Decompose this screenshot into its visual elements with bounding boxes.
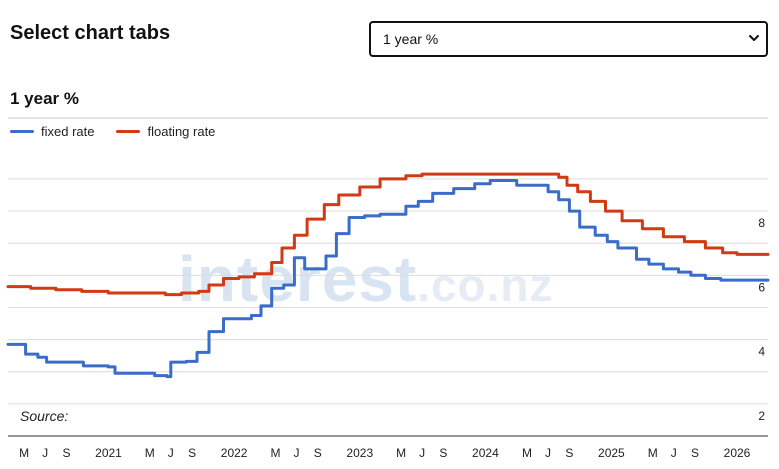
x-tick-label: M [145,446,155,460]
y-tick-label: 6 [758,280,765,294]
x-tick-label: S [439,446,447,460]
x-tick-label: J [545,446,551,460]
x-tick-label: M [648,446,658,460]
chevron-down-icon [749,35,759,41]
series-line-floating-rate [6,172,770,297]
x-tick-label: M [270,446,280,460]
x-tick-label: 2026 [724,446,751,460]
x-tick-label: S [188,446,196,460]
legend-label-floating: floating rate [147,124,216,139]
x-tick-label: J [42,446,48,460]
chart-title: 1 year % [10,89,79,108]
chart-tab-select-value: 1 year % [383,31,439,47]
legend-swatch-fixed [10,130,34,133]
series-line-fixed-rate [6,179,770,379]
x-tick-label: S [691,446,699,460]
legend-item-fixed[interactable]: fixed rate [10,124,94,139]
watermark-main: interest [178,243,418,315]
chart-tab-select[interactable]: 1 year % [369,21,768,57]
x-tick-label: J [293,446,299,460]
watermark-domain: .co.nz [417,259,554,311]
x-tick-label: S [63,446,71,460]
site-watermark: interest.co.nz [178,242,554,316]
x-tick-label: 2021 [95,446,122,460]
y-tick-label: 4 [758,345,765,359]
x-tick-label: M [19,446,29,460]
legend-label-fixed: fixed rate [41,124,95,139]
x-tick-label: 2025 [598,446,625,460]
y-tick-label: 2 [758,409,765,423]
x-tick-label: M [396,446,406,460]
x-tick-label: 2024 [472,446,499,460]
x-tick-label: 2023 [346,446,373,460]
chart-legend: fixed rate floating rate [10,124,215,139]
x-tick-label: S [565,446,573,460]
x-tick-label: S [314,446,322,460]
page-title: Select chart tabs [10,22,171,44]
legend-item-floating[interactable]: floating rate [116,124,215,139]
x-tick-label: M [522,446,532,460]
x-tick-label: 2022 [221,446,248,460]
y-tick-label: 8 [758,216,765,230]
x-tick-label: J [168,446,174,460]
x-tick-label: J [671,446,677,460]
x-tick-label: J [419,446,425,460]
legend-swatch-floating [116,130,141,133]
source-label: Source: [20,408,69,424]
